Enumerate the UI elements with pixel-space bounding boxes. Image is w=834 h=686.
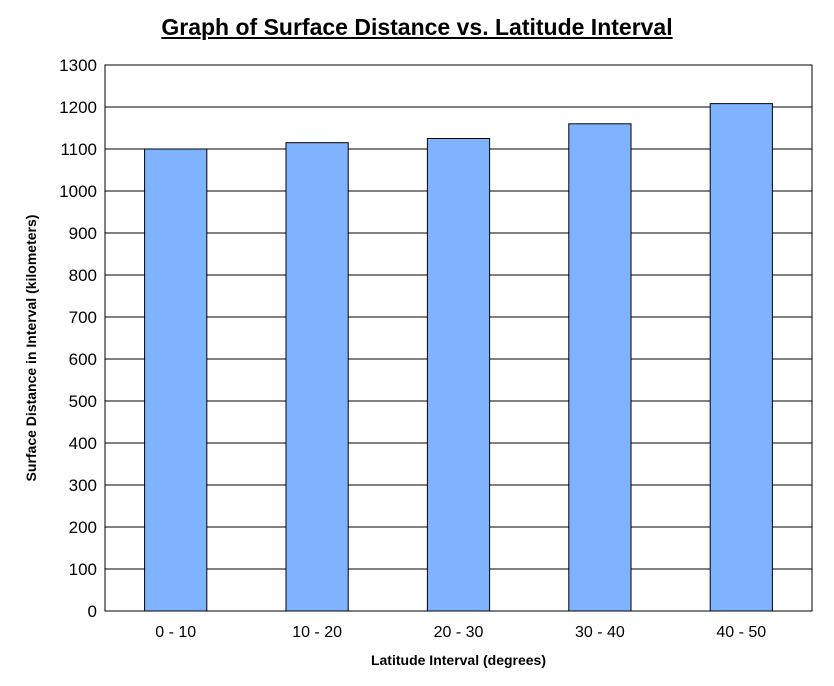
- y-tick-label: 800: [69, 266, 97, 285]
- y-tick-label: 900: [69, 224, 97, 243]
- x-tick-label: 40 - 50: [716, 624, 766, 641]
- y-tick-label: 300: [69, 476, 97, 495]
- y-tick-label: 1300: [59, 56, 97, 75]
- bar-0-10: [144, 148, 208, 612]
- plot-area-frame: [104, 64, 813, 612]
- y-tick-label: 1200: [59, 98, 97, 117]
- y-tick-label: 1100: [60, 140, 97, 159]
- x-axis-ticks: 0 - 10 10 - 20 20 - 30 30 - 40 40 - 50: [155, 624, 766, 641]
- y-axis-label: Surface Distance in Interval (kilometers…: [23, 215, 39, 482]
- bar-40-50: [709, 103, 773, 612]
- y-tick-label: 600: [69, 350, 97, 369]
- y-tick-label: 1000: [59, 182, 97, 201]
- bar-10-20: [285, 142, 349, 612]
- bar-20-30: [426, 138, 491, 612]
- x-axis-label: Latitude Interval (degrees): [371, 652, 546, 668]
- y-tick-label: 700: [69, 308, 97, 327]
- x-tick-label: 0 - 10: [155, 624, 196, 641]
- y-axis-ticks: 0 100 200 300 400 500 600 700 800 900 1000 1100 1200…: [59, 56, 97, 621]
- x-tick-label: 20 - 30: [434, 624, 484, 641]
- chart-title: Graph of Surface Distance vs. Latitude I…: [161, 14, 673, 40]
- y-tick-label: 200: [69, 518, 97, 537]
- y-tick-label: 500: [69, 392, 97, 411]
- x-tick-label: 30 - 40: [575, 624, 625, 641]
- bar-30-40: [568, 123, 632, 612]
- bars: [144, 103, 773, 612]
- y-tick-label: 400: [69, 434, 97, 453]
- y-tick-label: 100: [69, 560, 97, 579]
- x-tick-label: 10 - 20: [292, 624, 342, 641]
- y-tick-label: 0: [88, 602, 97, 621]
